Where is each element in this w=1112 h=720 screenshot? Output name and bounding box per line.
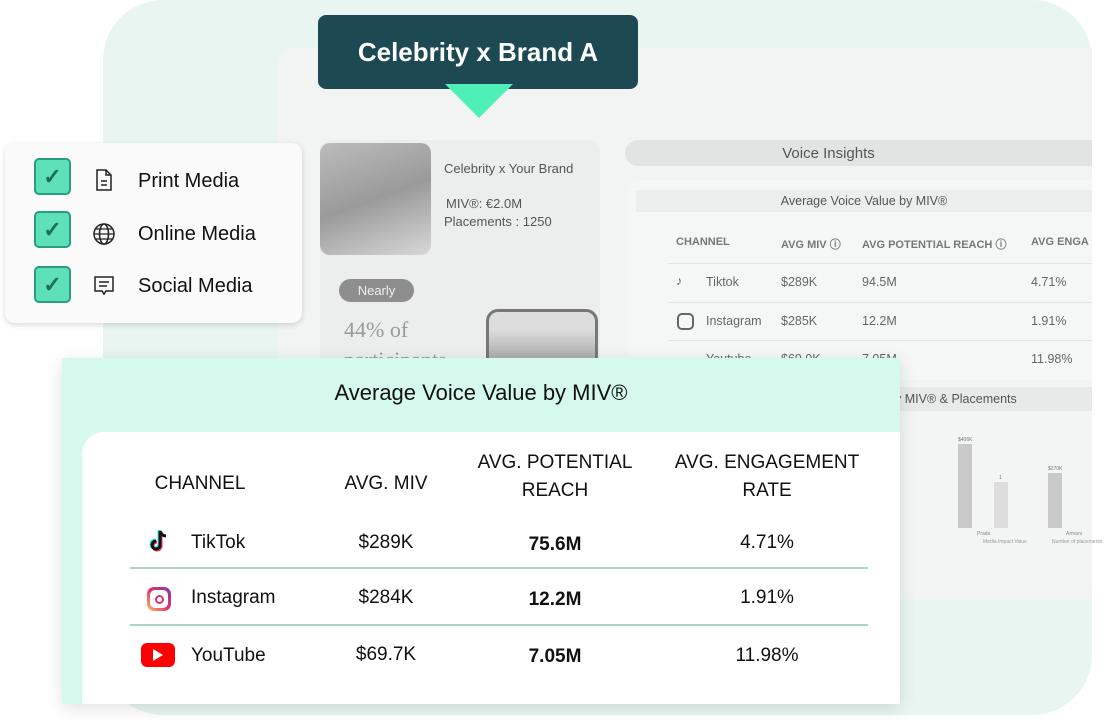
row-eng: 11.98% [1031,352,1073,366]
profile-title: Celebrity x Your Brand [444,161,574,176]
profile-miv: MIV®: €2.0M [446,196,523,211]
celebrity-photo [320,143,431,255]
row-miv: $289K [358,532,414,553]
filter-label: Print Media [138,170,240,192]
instagram-icon [147,587,171,611]
row-channel: Instagram [706,314,762,328]
tiktok-icon: ♪ [676,274,683,288]
bar-label: $270K [1048,466,1063,472]
divider [668,340,1092,341]
col-avg-eng: AVG. ENGAGEMENT RATE [657,449,877,505]
row-eng: 1.91% [740,587,794,608]
chat-icon [94,276,114,296]
row-miv: $289K [781,275,818,289]
col-channel: CHANNEL [676,236,730,248]
bar [958,444,972,528]
row-eng: 4.71% [740,532,794,553]
col-avg-miv: AVG. MIV [344,473,428,494]
divider [668,302,1092,303]
row-channel: YouTube [191,645,266,666]
x-label: Armani [1066,531,1082,537]
legend-item: Media Impact Value [983,539,1027,545]
check-icon: ✓ [43,271,62,297]
row-reach: 94.5M [862,275,897,289]
col-avg-reach-line2: REACH [521,480,589,501]
col-avg-miv-label: AVG MIV [781,239,827,251]
row-miv: $284K [358,587,414,608]
col-channel: CHANNEL [154,473,246,494]
row-reach: 7.05M [528,646,582,667]
instagram-icon [677,313,694,330]
check-icon: ✓ [43,163,62,189]
youtube-icon [141,643,175,667]
row-reach: 75.6M [528,534,582,555]
row-reach: 12.2M [528,589,582,610]
col-avg-eng-line1: AVG. ENGAGEMENT [674,452,860,473]
globe-icon [93,223,115,245]
bar-label: 1 [999,475,1002,481]
row-channel: TikTok [191,532,246,553]
row-channel: Tiktok [706,275,739,289]
legend-item: Number of placements [1052,539,1103,545]
nearly-tag: Nearly [339,279,414,302]
row-miv: $285K [781,314,818,328]
filter-label: Social Media [138,275,253,297]
voice-insights-header: Voice Insights [625,140,1092,166]
row-reach: 12.2M [862,314,897,328]
row-channel: Instagram [191,587,276,608]
online-media-checkbox[interactable]: ✓ [34,211,71,248]
badge-pointer [445,84,513,118]
divider [668,263,1092,264]
voice-table-title: Average Voice Value by MIV® [636,190,1092,212]
brand-badge: Celebrity x Brand A [318,15,638,89]
print-media-checkbox[interactable]: ✓ [34,158,71,195]
help-icon[interactable]: ⓘ [995,239,1007,251]
col-avg-reach-line1: AVG. POTENTIAL [477,452,633,473]
stat-line-1: 44% of [344,317,409,342]
divider [130,567,868,569]
col-avg-eng: AVG ENGA [1031,236,1089,248]
row-eng: 4.71% [1031,275,1067,289]
col-avg-reach: AVG POTENTIAL REACH ⓘ [862,236,1006,252]
col-avg-eng-line2: RATE [742,480,792,501]
tiktok-icon [149,530,167,552]
voice-table-panel [628,180,1092,380]
profile-placements: Placements : 1250 [444,214,552,229]
bar [1048,473,1062,528]
x-label: Prada [977,531,991,537]
divider [130,624,868,626]
check-icon: ✓ [43,216,62,242]
bar [994,482,1008,528]
col-avg-reach-label: AVG POTENTIAL REACH [862,239,993,251]
row-miv: $69.7K [355,644,417,665]
row-eng: 1.91% [1031,314,1067,328]
document-icon [96,169,112,191]
col-avg-miv: AVG MIV ⓘ [781,236,841,252]
help-icon[interactable]: ⓘ [829,239,841,251]
filter-label: Online Media [138,223,256,245]
social-media-checkbox[interactable]: ✓ [34,266,71,303]
main-table-title: Average Voice Value by MIV® [334,380,628,405]
bar-label: $406K [958,437,973,443]
bg-chart-title: y MIV® & Placements [885,387,1092,411]
row-eng: 11.98% [735,645,799,666]
col-avg-reach: AVG. POTENTIAL REACH [455,449,655,505]
